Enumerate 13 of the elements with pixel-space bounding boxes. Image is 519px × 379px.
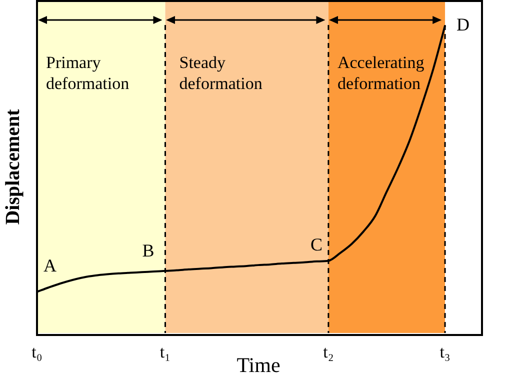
- x-tick-label: t₁: [160, 342, 171, 362]
- band-label: Primary deformation: [46, 53, 130, 93]
- annotation: D: [456, 14, 470, 34]
- annotation: A: [44, 256, 56, 276]
- annotation: B: [142, 240, 154, 261]
- x-tick-label: t₀: [32, 342, 42, 362]
- band-label: Steady deformation: [179, 53, 263, 93]
- band-label: Accelerating deformation: [337, 53, 425, 93]
- annotation: C: [310, 234, 322, 254]
- y-axis-title: Displacement: [2, 108, 24, 225]
- x-tick-label: t₂: [323, 342, 334, 362]
- x-axis-title: Time: [236, 352, 280, 377]
- x-tick-label: t₃: [440, 342, 450, 362]
